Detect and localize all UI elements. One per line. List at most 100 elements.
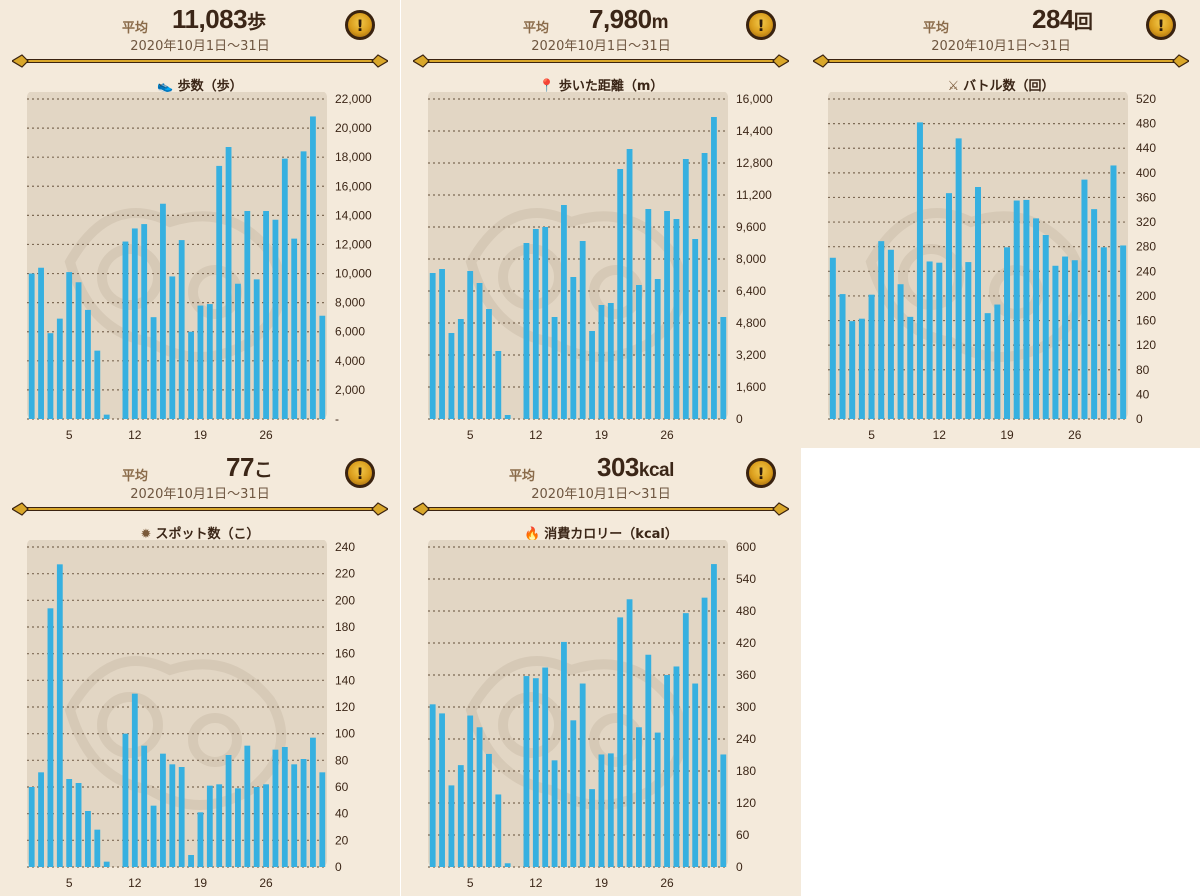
bar <box>131 228 138 419</box>
bar <box>916 122 923 419</box>
info-button[interactable]: ! <box>1146 10 1176 40</box>
bar <box>150 805 157 867</box>
x-tick-label: 12 <box>933 428 947 442</box>
bar <box>965 262 972 419</box>
y-tick-label: 0 <box>335 860 342 874</box>
bar <box>225 755 232 867</box>
y-tick-label: 1,600 <box>736 380 766 394</box>
y-tick-label: 4,000 <box>335 354 365 368</box>
y-tick-label: 420 <box>736 636 756 650</box>
bar <box>579 683 586 867</box>
bar <box>281 747 288 867</box>
y-tick-label: 80 <box>1136 363 1150 377</box>
chart-title: ⚔ バトル数（回） <box>947 79 1055 94</box>
x-tick-label: 12 <box>128 428 142 442</box>
average-label: 平均 <box>122 21 149 36</box>
bar <box>178 240 185 419</box>
bar <box>235 788 241 867</box>
y-tick-label: 60 <box>335 780 349 794</box>
average-label: 平均 <box>923 21 950 36</box>
bar <box>626 599 633 867</box>
bar <box>103 861 110 867</box>
y-tick-label: 540 <box>736 572 756 586</box>
average-value: 77こ <box>226 452 273 482</box>
bar <box>122 241 129 419</box>
y-tick-label: 320 <box>1136 215 1156 229</box>
info-button[interactable]: ! <box>345 10 375 40</box>
info-button[interactable]: ! <box>746 10 776 40</box>
bar <box>926 261 933 419</box>
y-tick-label: 240 <box>736 732 756 746</box>
bar <box>178 767 185 867</box>
sword-icon: ⚔ <box>947 79 960 94</box>
bar <box>570 277 577 419</box>
bar <box>28 273 35 419</box>
average-value: 303kcal <box>597 452 674 482</box>
bar <box>206 304 213 419</box>
bar <box>607 303 614 419</box>
bar <box>467 271 474 419</box>
period-label: 2020年10月1日～31日 <box>931 39 1071 54</box>
bar <box>636 285 642 419</box>
exclamation-icon: ! <box>757 15 765 35</box>
bar <box>122 733 129 867</box>
average-label: 平均 <box>523 21 550 36</box>
bar <box>160 753 166 867</box>
bar <box>495 794 502 867</box>
bar <box>141 745 148 867</box>
bar <box>476 283 483 419</box>
bar <box>589 331 595 419</box>
bar <box>457 319 464 419</box>
y-tick-label: 160 <box>335 647 355 661</box>
bar <box>495 351 502 419</box>
bar <box>216 165 223 419</box>
bar <box>542 667 549 867</box>
info-button[interactable]: ! <box>746 458 776 488</box>
bar <box>523 676 530 867</box>
x-tick-label: 19 <box>595 876 609 890</box>
bar <box>160 203 166 419</box>
stats-panel: 平均 284回 2020年10月1日～31日 ! ⚔ バトル数（回） 520 480… <box>801 0 1200 448</box>
bar-chart: 22,000 20,000 18,000 16,000 14,000 12,000 10,0… <box>27 92 372 442</box>
bar <box>141 224 148 419</box>
bar <box>448 785 455 867</box>
bar <box>1033 218 1040 419</box>
stats-panel: 平均 7,980m 2020年10月1日～31日 ! 📍 歩いた距離（m） 16,… <box>401 0 801 448</box>
bar <box>94 350 101 419</box>
y-tick-label: - <box>335 412 339 426</box>
stats-panel: 平均 77こ 2020年10月1日～31日 ! ✹ スポット数（こ） 240 220… <box>0 448 400 896</box>
y-tick-label: 20 <box>335 833 349 847</box>
bar <box>291 764 298 867</box>
bar <box>28 787 35 867</box>
bar <box>206 785 213 867</box>
bar <box>197 812 204 867</box>
bar <box>38 267 44 419</box>
y-tick-label: 120 <box>1136 338 1156 352</box>
average-value: 284回 <box>1032 4 1093 34</box>
bar <box>429 704 436 867</box>
bar <box>103 414 110 419</box>
ornamental-divider <box>413 54 789 68</box>
bar <box>701 153 708 419</box>
bar <box>439 269 445 419</box>
y-tick-label: 200 <box>1136 289 1156 303</box>
bar <box>1013 200 1020 419</box>
bar <box>654 732 661 867</box>
y-tick-label: 200 <box>335 593 355 607</box>
bar <box>300 759 307 867</box>
y-tick-label: 600 <box>736 540 756 554</box>
y-tick-label: 480 <box>736 604 756 618</box>
period-label: 2020年10月1日～31日 <box>531 39 671 54</box>
x-tick-label: 19 <box>194 876 208 890</box>
bar <box>1120 245 1127 419</box>
exclamation-icon: ! <box>1157 15 1165 35</box>
bar <box>1071 260 1078 419</box>
x-tick-label: 26 <box>660 428 674 442</box>
y-tick-label: 8,000 <box>736 252 766 266</box>
bar <box>945 193 952 419</box>
bar <box>319 772 326 867</box>
x-tick-label: 5 <box>467 428 474 442</box>
y-tick-label: 3,200 <box>736 348 766 362</box>
info-button[interactable]: ! <box>345 458 375 488</box>
bar <box>532 229 539 419</box>
